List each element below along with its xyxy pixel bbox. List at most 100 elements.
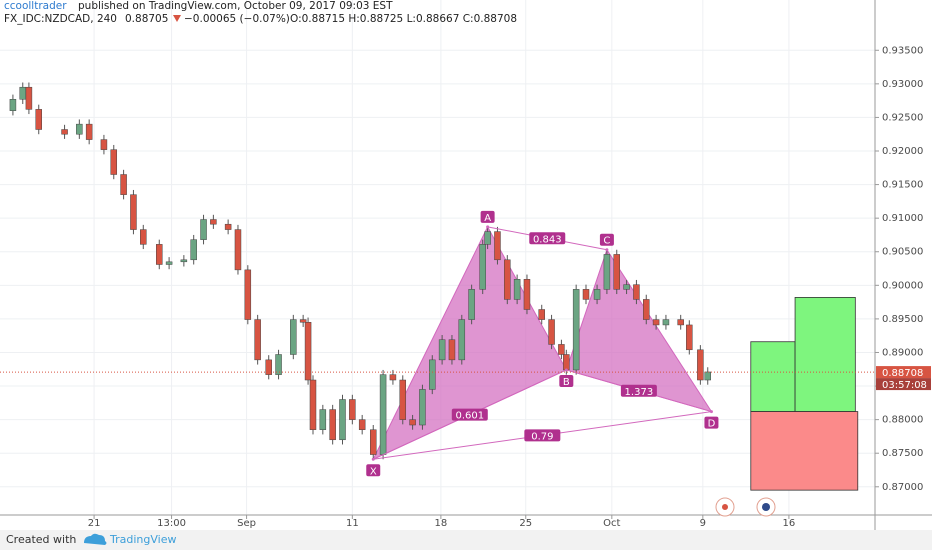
candle-body (156, 244, 163, 265)
candle-body (190, 239, 197, 261)
candle-body (572, 289, 580, 371)
candle-body (210, 219, 217, 225)
change: −0.00065 (−0.07%) (184, 13, 290, 25)
candle-body (419, 389, 426, 426)
pattern-point (564, 368, 568, 372)
candle-body (369, 429, 377, 455)
ratio-label: 0.601 (455, 411, 484, 422)
author[interactable]: ccoolltrader (4, 0, 67, 12)
candle-body (623, 284, 630, 290)
x-tick-label: 16 (783, 518, 796, 529)
x-tick-label: 25 (519, 518, 532, 529)
footer-created: Created with (6, 533, 76, 546)
candle-body (25, 86, 33, 110)
y-tick-label: 0.93000 (882, 79, 923, 90)
flag-ca (722, 504, 728, 510)
y-tick-label: 0.91500 (882, 180, 923, 191)
last-price-label: 0.88708 (882, 368, 923, 379)
ratio-label: 0.79 (531, 431, 553, 442)
candle-body (224, 223, 232, 230)
x-tick-label: 13:00 (157, 518, 186, 529)
candle-body (275, 354, 282, 375)
candle-body (35, 109, 42, 130)
pattern-point (371, 457, 375, 461)
candle-body (593, 289, 601, 300)
candle-body (244, 269, 252, 320)
candle-body (563, 354, 570, 371)
candle-body (234, 229, 242, 271)
x-tick-label: 21 (88, 518, 101, 529)
y-tick-label: 0.88000 (882, 415, 923, 426)
x-tick-label: 9 (700, 518, 706, 529)
footer-brand[interactable]: TradingView (109, 533, 176, 546)
y-tick-label: 0.92000 (882, 146, 923, 157)
y-tick-label: 0.90500 (882, 247, 923, 258)
plot-area: 0.601 0.843 1.373 0.79 X A B C D (0, 0, 875, 515)
candle-body (61, 129, 68, 135)
candle-body (468, 289, 475, 320)
candle-body (399, 379, 407, 420)
x-tick-label: 11 (346, 518, 359, 529)
candle-body (254, 319, 261, 361)
last-price-tag (876, 366, 931, 379)
y-tick-label: 0.90000 (882, 280, 923, 291)
candle-body (309, 379, 317, 430)
y-tick-label: 0.91000 (882, 213, 923, 224)
candle-body (643, 299, 650, 320)
candle-body (200, 219, 207, 240)
candle-body (358, 419, 366, 430)
tv-logo (84, 533, 107, 545)
ratio-box (529, 232, 566, 245)
candle-body (677, 319, 684, 326)
candle-body (379, 374, 387, 455)
candle-body (299, 319, 307, 323)
point-label: X (370, 466, 377, 477)
candle-body (165, 261, 173, 265)
candle-body (120, 174, 127, 195)
countdown: 03:57:08 (882, 380, 927, 391)
candle-body (523, 279, 531, 310)
candle-body (100, 139, 108, 150)
ratio-box (524, 429, 561, 442)
candle-body (548, 319, 555, 345)
pattern-point (486, 225, 490, 229)
x-tick-label: Oct (603, 518, 620, 529)
candle-body (704, 371, 711, 381)
candle-body (438, 339, 446, 361)
candle-body (494, 231, 501, 261)
candle-body (538, 309, 545, 320)
candle-body (409, 419, 416, 426)
candle-body (19, 86, 27, 100)
candle-body (130, 194, 137, 230)
candle-body (9, 99, 17, 111)
position-zone (750, 411, 859, 491)
candle-body (697, 349, 704, 381)
candle-body (513, 279, 521, 300)
point-box (559, 374, 574, 387)
candle-body (484, 231, 491, 245)
candle-body (140, 229, 147, 245)
footer (0, 530, 932, 550)
position-zone (750, 341, 796, 412)
ratio-box (620, 384, 657, 397)
ratio-label: 1.373 (625, 387, 654, 398)
point-box (704, 416, 719, 429)
candle-body (265, 359, 272, 375)
candle-body (662, 319, 670, 326)
candle-body (558, 344, 565, 355)
candle-body (479, 244, 486, 290)
candle-body (319, 409, 327, 430)
candle-body (304, 322, 312, 381)
x-tick-label: Sep (237, 518, 256, 529)
candle-body (582, 289, 590, 300)
point-label: D (708, 419, 716, 430)
candle-body (339, 399, 346, 441)
countdown-tag (876, 378, 931, 391)
ratio-box (451, 408, 488, 421)
symbol: FX_IDC:NZDCAD, 240 (4, 13, 117, 25)
candle-body (458, 319, 466, 361)
x-tick-label: 18 (435, 518, 448, 529)
candle-body (603, 254, 611, 290)
candle-body (110, 149, 118, 175)
published: published on TradingView.com, October 09… (78, 0, 393, 12)
